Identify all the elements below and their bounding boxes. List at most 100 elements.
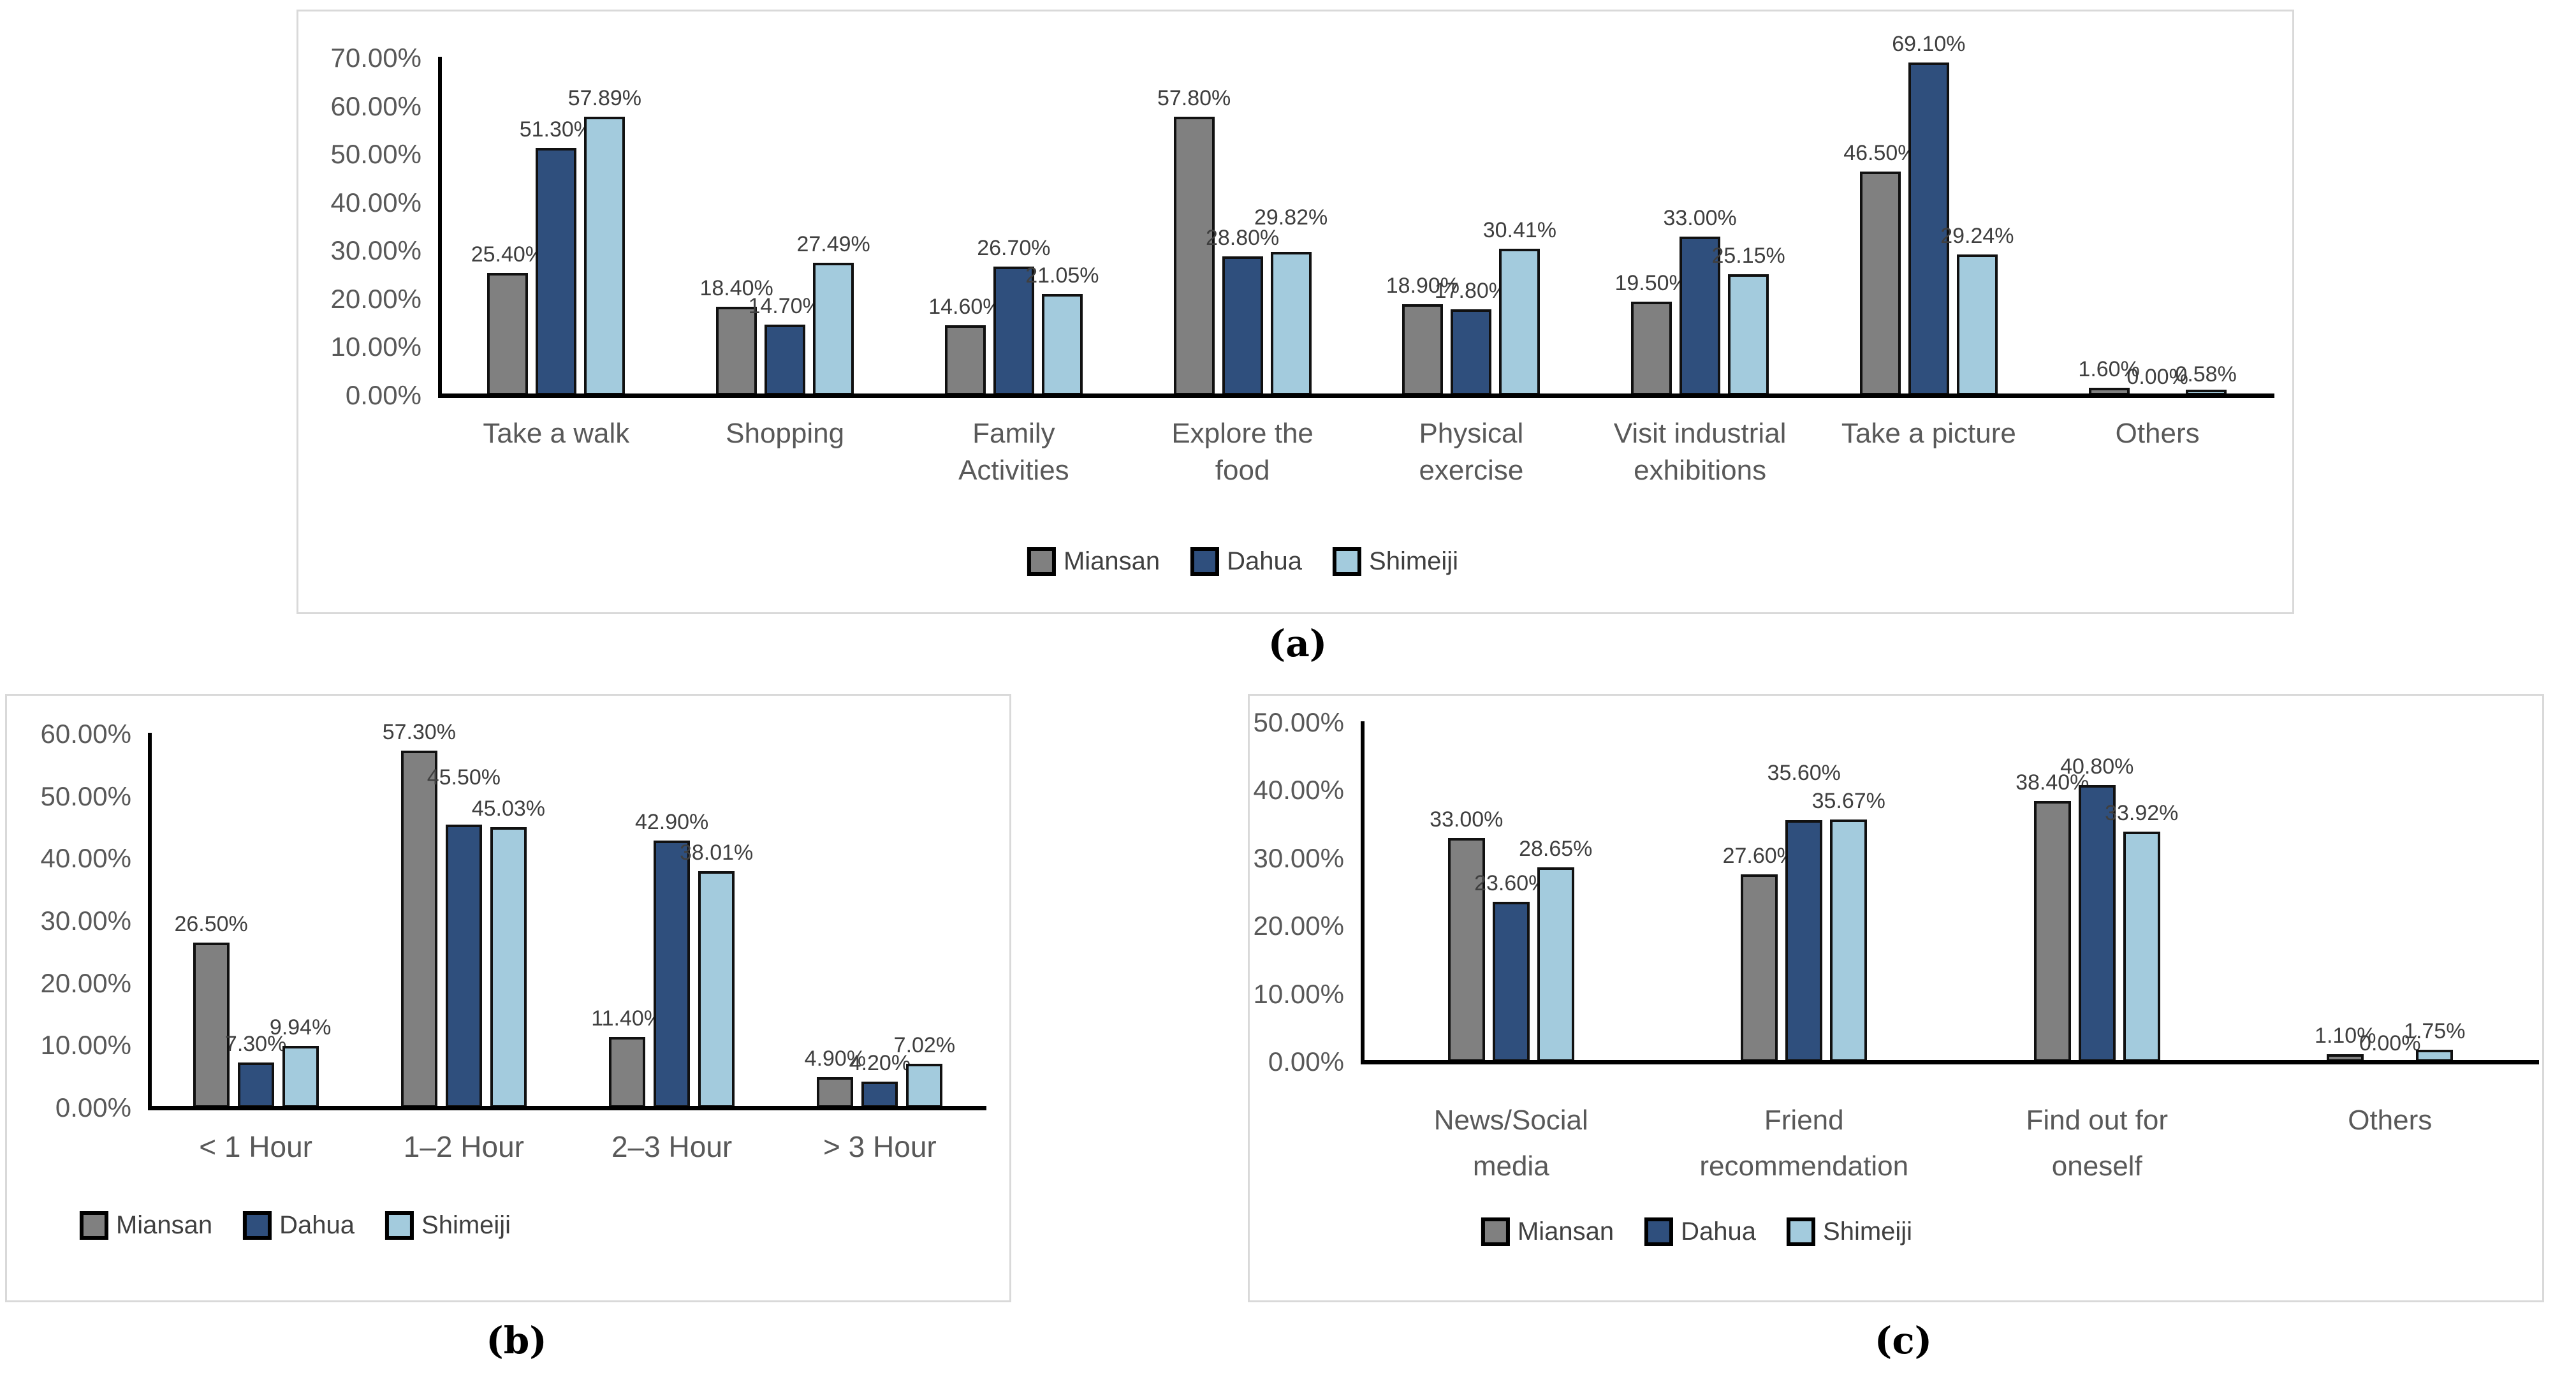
data-label: 45.50%: [427, 765, 501, 790]
data-label: 29.82%: [1254, 205, 1328, 230]
data-label: 4.20%: [849, 1050, 911, 1075]
legend-label: Miansan: [1063, 547, 1160, 575]
legend-item-miansan: Miansan: [1481, 1217, 1614, 1246]
chart-panel-a: 0.00% 10.00% 20.00% 30.00% 40.00% 50.00% 60.00…: [296, 10, 2294, 614]
data-label: 38.01%: [679, 840, 754, 865]
category-label: Explore the food: [1171, 418, 1314, 486]
data-label: 45.03%: [471, 797, 546, 821]
bar-shimeiji: [2123, 832, 2160, 1062]
category-label: Take a picture: [1841, 418, 2016, 449]
data-label: 69.10%: [1892, 31, 1966, 56]
bar-miansan: [609, 1036, 646, 1108]
bar-dahua: [861, 1081, 898, 1108]
data-label: 0.00%: [2126, 365, 2188, 389]
y-axis: [148, 732, 152, 1110]
bar-dahua: [536, 148, 577, 395]
category-label: Physical exercise: [1419, 418, 1524, 486]
y-tick-label: 0.00%: [1268, 1047, 1344, 1077]
category-label: Others: [2115, 418, 2200, 449]
legend-swatch-shimeiji: [385, 1211, 414, 1240]
category-label: 2–3 Hour: [611, 1130, 733, 1163]
y-tick-label: 50.00%: [330, 139, 421, 170]
category-label: Friend recommendation: [1699, 1105, 1909, 1182]
data-label: 11.40%: [591, 1006, 664, 1031]
data-label: 1.10%: [2315, 1024, 2376, 1048]
bar-shimeiji: [282, 1045, 319, 1108]
data-label: 40.80%: [2060, 754, 2134, 779]
y-tick-label: 30.00%: [1253, 842, 1344, 873]
y-axis: [1361, 721, 1365, 1064]
legend-item-dahua: Dahua: [1190, 547, 1302, 576]
legend-label: Dahua: [279, 1211, 355, 1239]
category-label: Family Activities: [958, 418, 1069, 486]
legend-item-dahua: Dahua: [243, 1211, 355, 1240]
data-label: 25.15%: [1711, 243, 1785, 268]
y-tick-label: 0.00%: [345, 380, 421, 410]
data-label: 51.30%: [519, 117, 594, 142]
data-label: 57.30%: [382, 720, 457, 745]
y-tick-label: 40.00%: [330, 187, 421, 217]
bar-dahua: [1451, 309, 1492, 395]
bar-dahua: [1680, 236, 1721, 395]
category-label: Others: [2348, 1105, 2433, 1136]
legend-item-miansan: Miansan: [1027, 547, 1160, 576]
legend-swatch-shimeiji: [1333, 547, 1362, 576]
y-tick-label: 40.00%: [1253, 775, 1344, 805]
bar-shimeiji: [698, 871, 735, 1108]
data-label: 33.92%: [2105, 801, 2179, 826]
category-label: Shopping: [726, 418, 845, 449]
legend-swatch-dahua: [1190, 547, 1220, 576]
legend-item-dahua: Dahua: [1644, 1217, 1756, 1246]
data-label: 14.70%: [748, 293, 822, 318]
caption-a: (a): [1268, 622, 1328, 665]
bar-miansan: [1859, 171, 1901, 395]
category-label: Visit industrial exhibitions: [1613, 418, 1787, 486]
bar-miansan: [2033, 801, 2071, 1062]
bar-miansan: [1173, 117, 1215, 395]
data-label: 0.58%: [2175, 362, 2237, 386]
bar-shimeiji: [1270, 251, 1312, 395]
category-label: Take a walk: [483, 418, 630, 449]
bar-shimeiji: [1537, 867, 1574, 1062]
data-label: 0.00%: [2359, 1031, 2421, 1055]
y-tick-label: 20.00%: [330, 283, 421, 314]
y-tick-label: 50.00%: [40, 781, 131, 811]
data-label: 4.90%: [804, 1047, 867, 1071]
y-tick-label: 30.00%: [330, 235, 421, 266]
y-tick-label: 50.00%: [1253, 707, 1344, 737]
y-tick-label: 30.00%: [40, 905, 131, 936]
bar-shimeiji: [490, 827, 527, 1108]
bar-dahua: [237, 1062, 274, 1108]
data-label: 19.50%: [1614, 270, 1688, 295]
bar-shimeiji: [1499, 249, 1540, 395]
y-axis: [438, 57, 442, 397]
data-label: 7.02%: [893, 1033, 956, 1058]
bar-miansan: [1741, 874, 1778, 1062]
bar-miansan: [1402, 304, 1444, 395]
x-axis: [148, 1106, 986, 1110]
legend-label: Miansan: [115, 1211, 213, 1239]
category-label: < 1 Hour: [199, 1130, 312, 1163]
y-tick-label: 60.00%: [330, 91, 421, 121]
data-label: 27.49%: [796, 232, 870, 257]
y-tick-label: 0.00%: [55, 1092, 131, 1122]
legend-label: Shimeiji: [1823, 1217, 1913, 1246]
x-axis: [1361, 1060, 2539, 1064]
data-label: 25.40%: [471, 242, 545, 267]
data-label: 38.40%: [2016, 770, 2089, 795]
bar-miansan: [944, 325, 986, 395]
category-label: News/Social media: [1433, 1105, 1588, 1182]
chart-panel-b: 0.00% 10.00% 20.00% 30.00% 40.00% 50.00% 60.00…: [5, 694, 1011, 1302]
data-label: 46.50%: [1843, 140, 1917, 165]
y-tick-label: 40.00%: [40, 843, 131, 874]
data-label: 33.00%: [1663, 205, 1737, 230]
bar-shimeiji: [1041, 293, 1083, 395]
data-label: 23.60%: [1474, 871, 1548, 895]
bar-shimeiji: [584, 116, 626, 395]
legend-swatch-dahua: [243, 1211, 272, 1240]
chart-panel-c: 0.00% 10.00% 20.00% 30.00% 40.00% 50.00% 33.00…: [1248, 694, 2544, 1302]
data-label: 9.94%: [269, 1015, 332, 1040]
legend: Miansan Dahua Shimeiji: [1012, 547, 1474, 576]
bar-shimeiji: [1830, 820, 1868, 1062]
bar-shimeiji: [1956, 254, 1998, 395]
